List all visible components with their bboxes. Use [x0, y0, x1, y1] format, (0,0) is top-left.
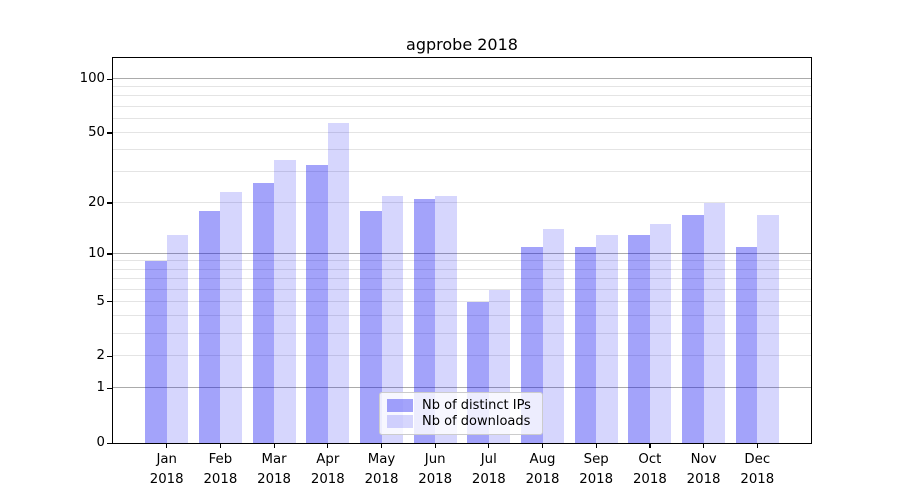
- y-tick-label-10: 10: [88, 245, 105, 261]
- bar-downloads-aug-2018: [542, 229, 564, 443]
- x-tick-label-sep-2018: Sep 2018: [579, 452, 614, 487]
- bar-distinct-ips-dec-2018: [735, 247, 758, 443]
- x-tick-label-dec-2018: Dec 2018: [740, 452, 775, 487]
- gridline-minor-3: [113, 332, 811, 334]
- gridline-minor-7: [113, 278, 811, 279]
- bar-downloads-oct-2018: [649, 224, 672, 443]
- y-tick-label-20: 20: [88, 194, 105, 210]
- bar-downloads-jan-2018: [166, 234, 189, 443]
- bar-downloads-mar-2018: [274, 160, 296, 443]
- legend: Nb of distinct IPs Nb of downloads: [379, 392, 543, 435]
- x-tick-mark-may-2018: [380, 444, 383, 448]
- bar-distinct-ips-feb-2018: [198, 210, 221, 443]
- legend-label-downloads: Nb of downloads: [422, 414, 531, 430]
- x-tick-mark-nov-2018: [703, 444, 705, 448]
- legend-item-downloads: Nb of downloads: [387, 414, 536, 430]
- legend-item-distinct-ips: Nb of distinct IPs: [387, 397, 536, 413]
- y-tick-mark-10: [107, 253, 112, 255]
- gridline-minor-60: [113, 117, 811, 119]
- y-tick-mark-1: [107, 387, 112, 390]
- x-tick-mark-apr-2018: [327, 444, 329, 448]
- gridline-minor-80: [113, 95, 811, 97]
- gridline-minor-6: [113, 288, 811, 290]
- bar-distinct-ips-oct-2018: [628, 234, 650, 443]
- y-tick-mark-50: [107, 132, 112, 134]
- x-tick-label-nov-2018: Nov 2018: [686, 452, 721, 487]
- gridline-major-10: [113, 252, 811, 254]
- y-tick-mark-5: [107, 301, 112, 303]
- legend-swatch-distinct-ips: [387, 398, 413, 412]
- x-tick-mark-jun-2018: [434, 444, 436, 448]
- bar-distinct-ips-sep-2018: [574, 247, 597, 443]
- gridline-minor-9: [113, 260, 811, 262]
- legend-swatch-downloads: [387, 415, 413, 429]
- bar-distinct-ips-may-2018: [360, 210, 382, 443]
- bar-downloads-sep-2018: [596, 234, 618, 443]
- x-tick-label-may-2018: May 2018: [364, 452, 399, 487]
- x-tick-label-oct-2018: Oct 2018: [632, 452, 667, 487]
- bar-downloads-nov-2018: [703, 202, 726, 443]
- bar-downloads-apr-2018: [327, 122, 350, 443]
- x-tick-mark-mar-2018: [273, 444, 275, 448]
- gridlines-layer: [113, 58, 811, 443]
- bar-downloads-dec-2018: [757, 215, 779, 443]
- x-tick-label-jun-2018: Jun 2018: [418, 452, 453, 487]
- y-tick-label-1: 1: [96, 380, 105, 396]
- gridline-minor-70: [113, 105, 811, 107]
- x-tick-mark-oct-2018: [649, 444, 651, 448]
- gridline-minor-4: [113, 315, 811, 317]
- gridline-minor-40: [113, 149, 811, 151]
- y-tick-mark-100: [107, 78, 112, 80]
- chart-title: agprobe 2018: [406, 35, 518, 54]
- bar-downloads-may-2018: [381, 195, 403, 443]
- gridline-major-100: [113, 78, 811, 79]
- bar-distinct-ips-nov-2018: [682, 215, 704, 443]
- y-tick-mark-2: [107, 355, 112, 358]
- x-tick-label-jan-2018: Jan 2018: [149, 452, 184, 487]
- bar-downloads-feb-2018: [220, 192, 242, 443]
- x-tick-mark-jul-2018: [488, 444, 490, 448]
- x-tick-mark-aug-2018: [541, 444, 544, 448]
- y-tick-label-100: 100: [79, 71, 105, 86]
- gridline-minor-8: [113, 268, 811, 270]
- y-tick-mark-20: [107, 202, 112, 204]
- gridline-major-1: [113, 387, 811, 389]
- x-tick-label-aug-2018: Aug 2018: [525, 452, 560, 487]
- gridline-minor-90: [113, 86, 811, 88]
- bar-distinct-ips-jan-2018: [145, 261, 167, 443]
- x-tick-mark-sep-2018: [595, 444, 597, 448]
- y-tick-label-5: 5: [96, 293, 105, 309]
- x-tick-label-jul-2018: Jul 2018: [471, 452, 506, 487]
- gridline-minor-5: [113, 300, 811, 302]
- legend-label-distinct-ips: Nb of distinct IPs: [422, 397, 531, 413]
- x-tick-mark-feb-2018: [219, 444, 222, 448]
- y-tick-label-0: 0: [96, 435, 105, 450]
- x-tick-label-feb-2018: Feb 2018: [203, 452, 238, 487]
- gridline-minor-20: [113, 201, 811, 203]
- bars-layer: [113, 58, 811, 443]
- bar-distinct-ips-mar-2018: [252, 183, 275, 443]
- x-tick-label-apr-2018: Apr 2018: [310, 452, 345, 487]
- x-tick-mark-jan-2018: [166, 444, 168, 448]
- bar-downloads-jun-2018: [435, 195, 457, 443]
- y-tick-label-50: 50: [88, 124, 105, 140]
- x-tick-mark-dec-2018: [756, 444, 758, 448]
- plot-area: Nb of distinct IPs Nb of downloads: [112, 57, 812, 444]
- bar-distinct-ips-apr-2018: [306, 164, 328, 443]
- y-tick-label-2: 2: [96, 348, 105, 364]
- gridline-minor-30: [113, 171, 811, 173]
- x-tick-label-mar-2018: Mar 2018: [257, 452, 292, 487]
- gridline-minor-2: [113, 355, 811, 357]
- y-tick-mark-0: [107, 442, 112, 444]
- bar-distinct-ips-jun-2018: [413, 199, 436, 443]
- gridline-minor-50: [113, 131, 811, 133]
